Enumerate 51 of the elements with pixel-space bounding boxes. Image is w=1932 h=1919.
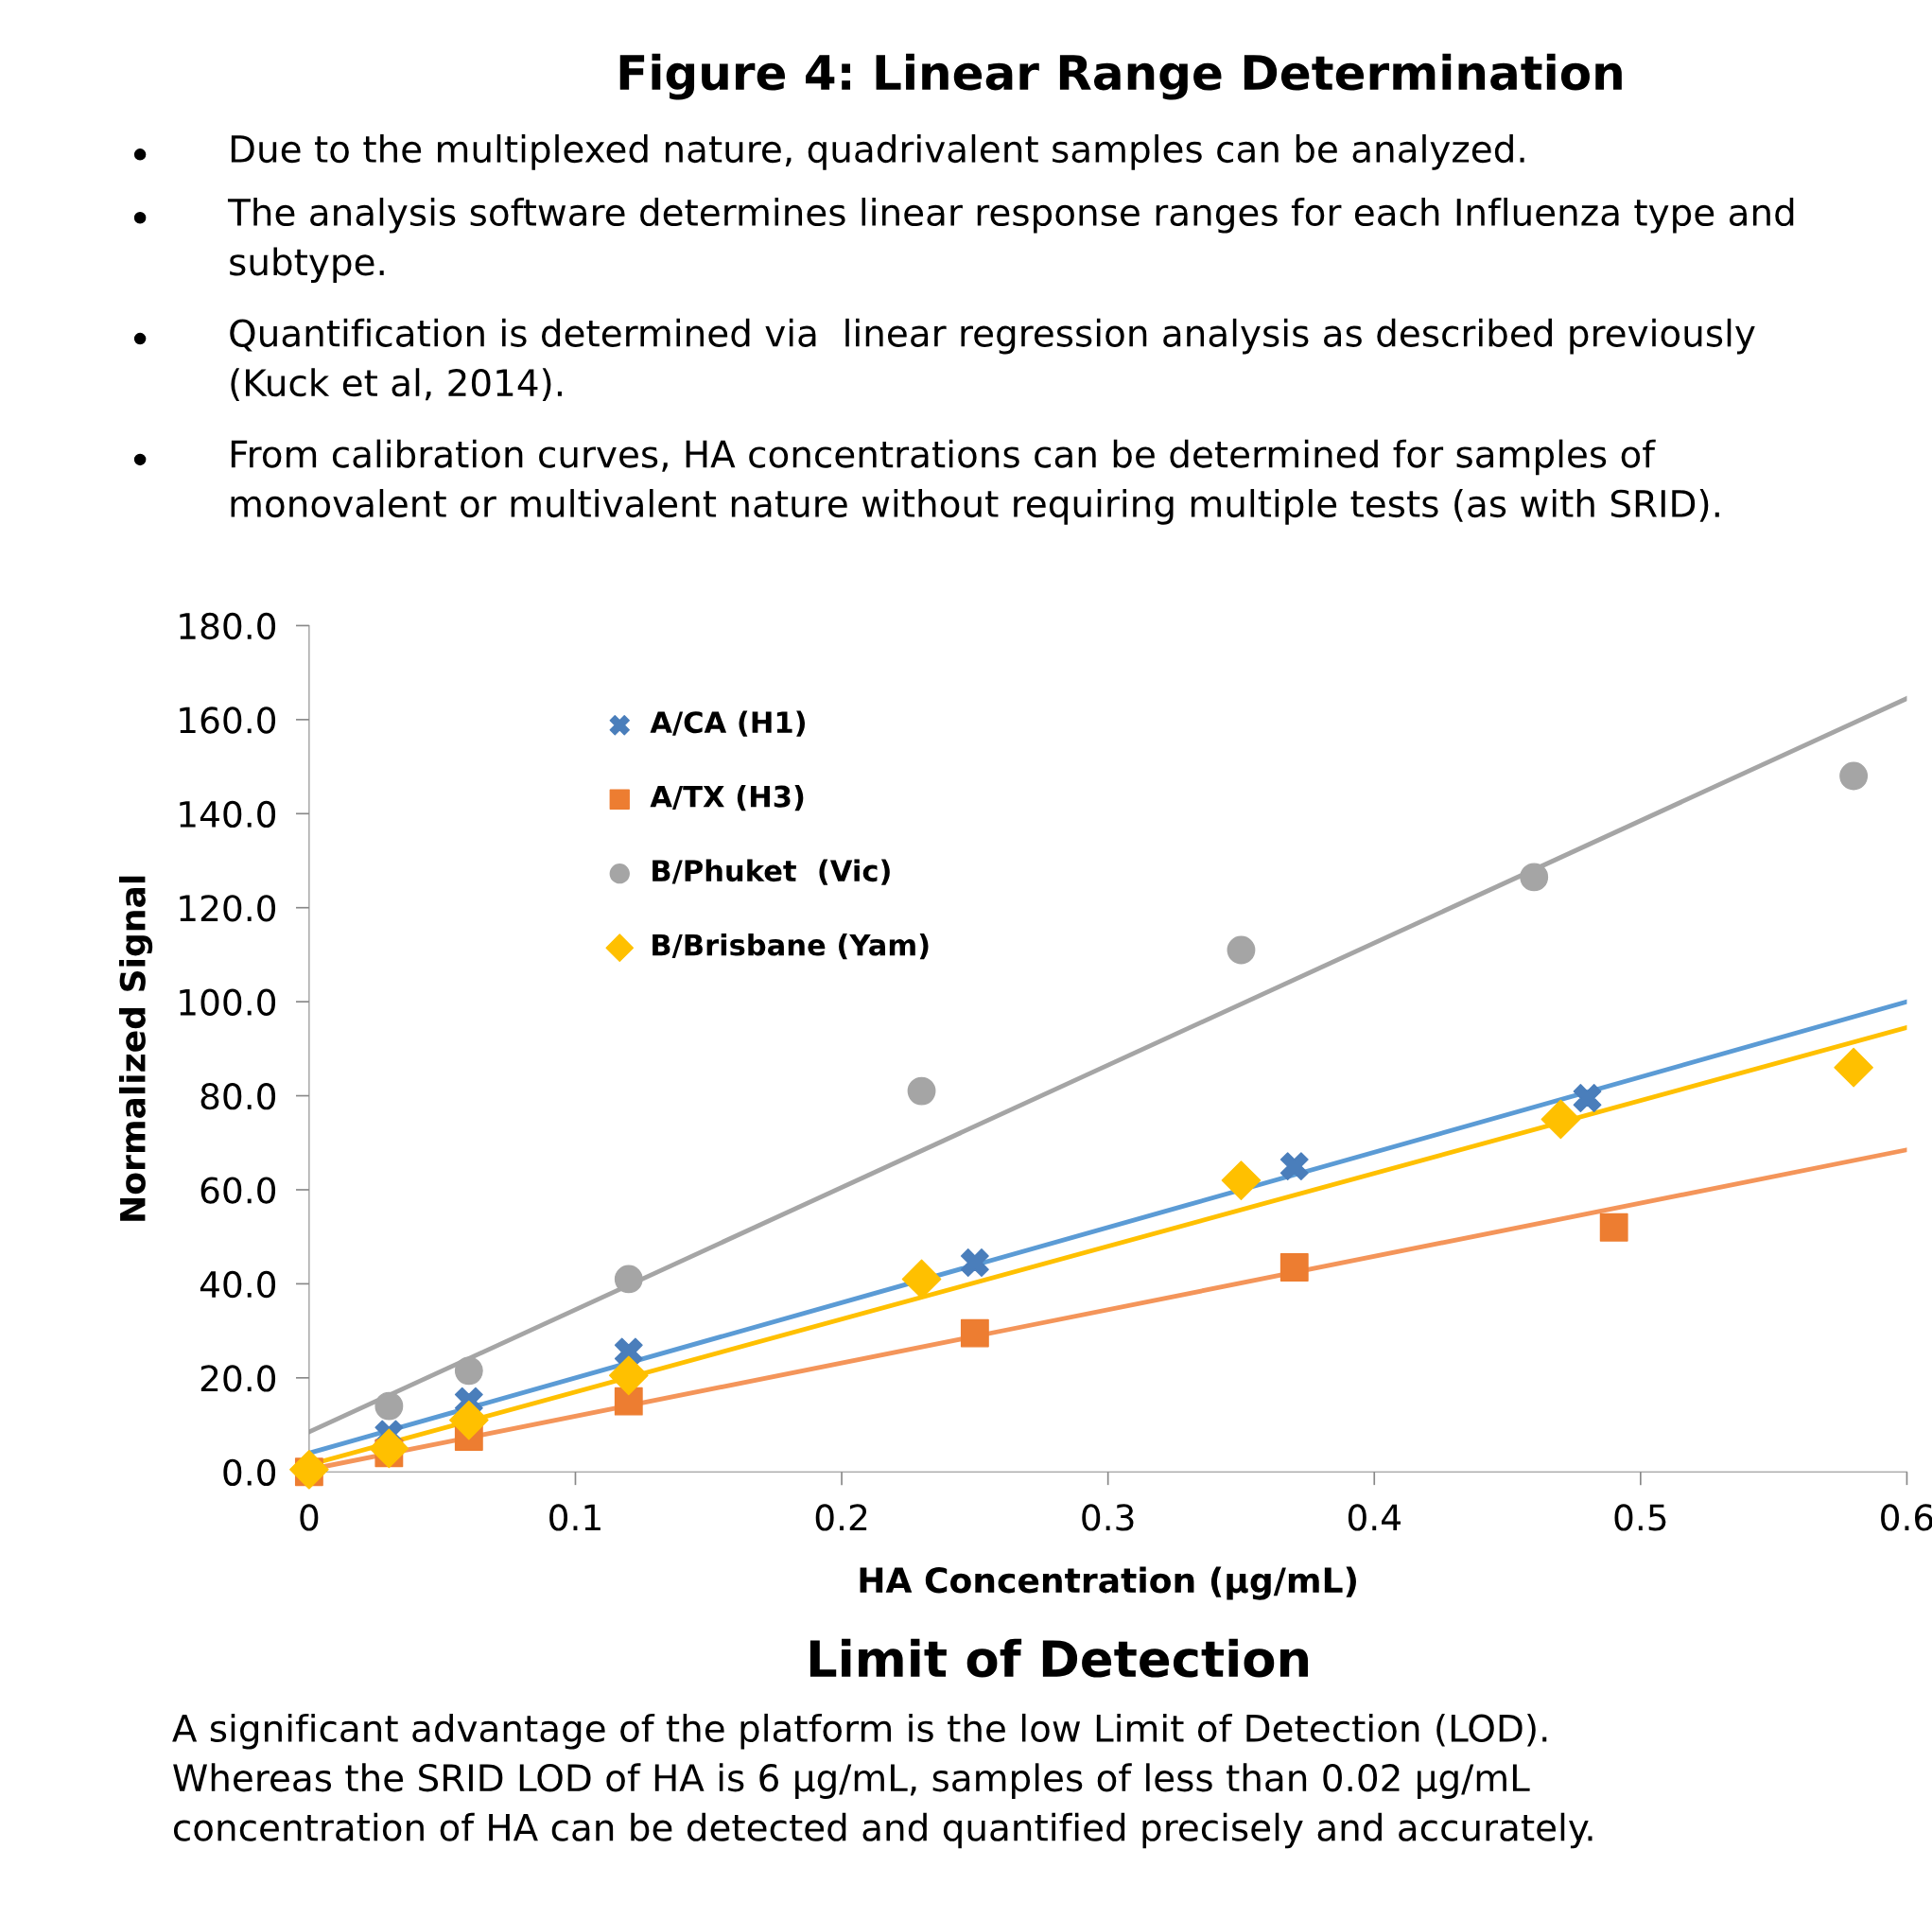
chart-title: Figure 4: Linear Range Determination (619, 53, 1622, 100)
point (1221, 1160, 1262, 1200)
y-tick-label: 0.0 (223, 1458, 276, 1487)
y-tick-label: 20.0 (200, 1365, 276, 1392)
y-tick-label: 120.0 (180, 895, 276, 922)
y-tick-label: 40.0 (200, 1270, 276, 1299)
text: Quantification is determined via linear regression analysis as described previously (Kuck et al, 2014). (230, 318, 1755, 401)
point (608, 1355, 649, 1396)
y-axis-title: Normalized Signal (118, 876, 153, 1221)
point (1834, 1047, 1873, 1088)
y-tick-label: 140.0 (180, 800, 276, 829)
legend-label: A/CA (H1) (650, 710, 805, 737)
text: From calibration curves, HA concentrations can be determined for samples of monovalent or multivalent nature without requiring multiple tests (as with SRID). (231, 439, 1719, 525)
point (449, 1400, 489, 1440)
point (614, 1265, 643, 1294)
x-tick-label: 0 (300, 1504, 319, 1531)
point (614, 1387, 643, 1416)
x-tick-label: 0.4 (1348, 1504, 1401, 1531)
legend-label: B/Brisbane (Yam) (653, 933, 929, 960)
point (369, 1428, 409, 1469)
legend-label: A/TX (H3) (650, 785, 804, 811)
point (1573, 1084, 1602, 1112)
point (289, 1449, 329, 1490)
x-tick-label: 0.1 (549, 1504, 600, 1531)
point (1540, 1099, 1581, 1140)
x-tick-label: 0.2 (815, 1504, 867, 1531)
text: Limit of Detection (809, 1638, 1308, 1678)
x-tick-label: 0.3 (1082, 1504, 1134, 1531)
point (1599, 1212, 1628, 1242)
y-tick-label: 160.0 (180, 707, 276, 734)
x-tick-label: 0.6 (1881, 1504, 1932, 1531)
x-tick-label: 0.5 (1614, 1504, 1666, 1531)
point (1279, 1253, 1309, 1282)
y-tick-label: 100.0 (180, 988, 276, 1016)
point (1279, 1152, 1309, 1181)
point (960, 1318, 989, 1348)
y-tick-label: 80.0 (200, 1082, 276, 1110)
text: Due to the multiplexed nature, quadrivalent samples can be analyzed. (231, 134, 1524, 170)
point (1839, 761, 1869, 791)
text: The analysis software determines linear response ranges for each Influenza type and subtype. (227, 197, 1794, 284)
point (907, 1076, 936, 1106)
text: A significant advantage of the platform is the low Limit of Detection (LOD). Whereas the SRID LOD of HA is 6 µg/mL, samples of less than 0.02 µg/mL concentration of HA can be detected and quantified precisely and accurately. (172, 1713, 1593, 1849)
legend-label: B/Phuket (Vic) (653, 859, 890, 885)
point (1520, 863, 1549, 892)
point (374, 1391, 404, 1421)
x-axis-title: HA Concentration (µg/mL) (860, 1566, 1356, 1600)
y-tick-label: 60.0 (200, 1177, 276, 1204)
point (960, 1248, 989, 1277)
point (454, 1356, 483, 1386)
point (1227, 935, 1256, 965)
y-tick-label: 180.0 (180, 612, 276, 640)
